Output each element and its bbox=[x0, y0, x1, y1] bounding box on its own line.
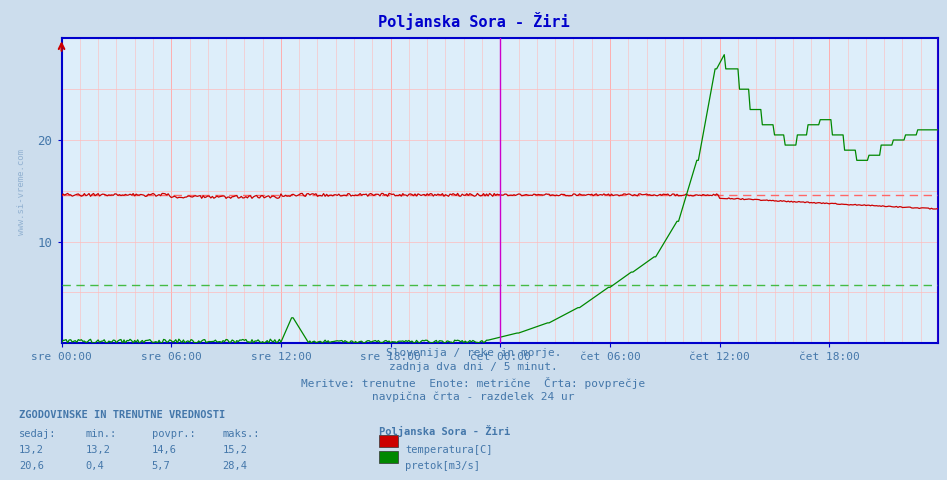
Text: pretok[m3/s]: pretok[m3/s] bbox=[405, 461, 480, 471]
Text: www.si-vreme.com: www.si-vreme.com bbox=[17, 149, 27, 235]
Text: 14,6: 14,6 bbox=[152, 445, 176, 455]
Text: maks.:: maks.: bbox=[223, 429, 260, 439]
Text: 15,2: 15,2 bbox=[223, 445, 247, 455]
Text: zadnja dva dni / 5 minut.: zadnja dva dni / 5 minut. bbox=[389, 362, 558, 372]
Text: min.:: min.: bbox=[85, 429, 116, 439]
Text: ZGODOVINSKE IN TRENUTNE VREDNOSTI: ZGODOVINSKE IN TRENUTNE VREDNOSTI bbox=[19, 410, 225, 420]
Text: 13,2: 13,2 bbox=[19, 445, 44, 455]
Text: 13,2: 13,2 bbox=[85, 445, 110, 455]
Text: 5,7: 5,7 bbox=[152, 461, 170, 471]
Text: navpična črta - razdelek 24 ur: navpična črta - razdelek 24 ur bbox=[372, 391, 575, 402]
Text: povpr.:: povpr.: bbox=[152, 429, 195, 439]
Text: 20,6: 20,6 bbox=[19, 461, 44, 471]
Text: 28,4: 28,4 bbox=[223, 461, 247, 471]
Text: Slovenija / reke in morje.: Slovenija / reke in morje. bbox=[385, 348, 562, 358]
Text: Meritve: trenutne  Enote: metrične  Črta: povprečje: Meritve: trenutne Enote: metrične Črta: … bbox=[301, 377, 646, 389]
Text: Poljanska Sora - Žiri: Poljanska Sora - Žiri bbox=[378, 12, 569, 30]
Text: 0,4: 0,4 bbox=[85, 461, 104, 471]
Text: temperatura[C]: temperatura[C] bbox=[405, 445, 492, 455]
Text: Poljanska Sora - Žiri: Poljanska Sora - Žiri bbox=[379, 425, 510, 437]
Text: sedaj:: sedaj: bbox=[19, 429, 57, 439]
